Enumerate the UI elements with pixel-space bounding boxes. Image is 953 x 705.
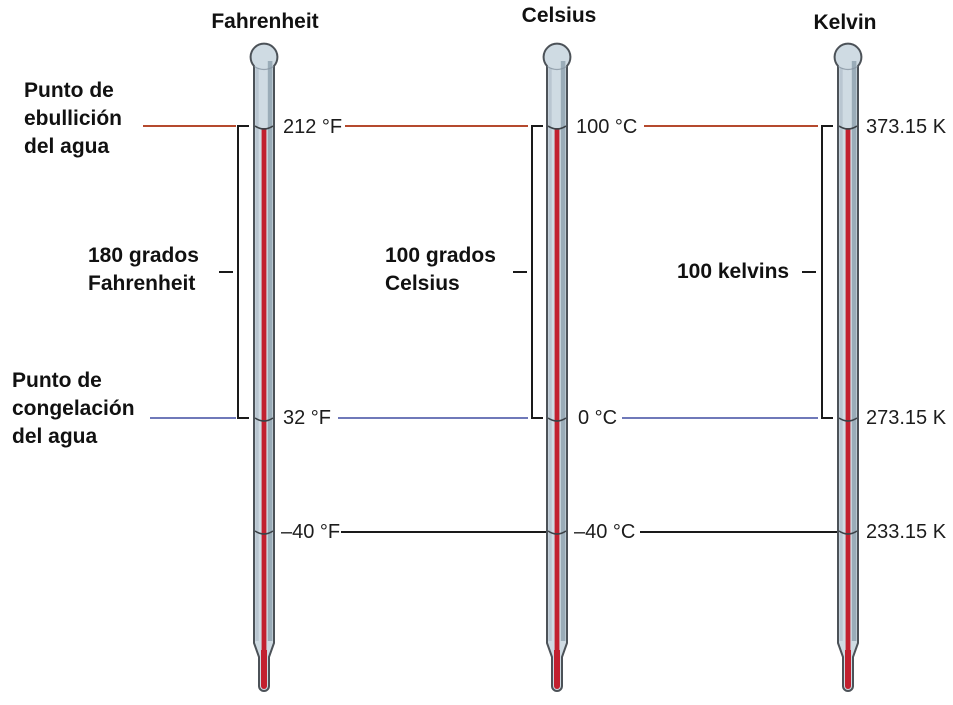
minus40-line-segment-1 xyxy=(341,531,546,533)
boiling-line-segment-1 xyxy=(143,125,236,127)
mark-celsius-boiling: 100 °C xyxy=(576,116,638,138)
span-label-kelvin: 100 kelvins xyxy=(677,260,790,283)
title-celsius: Celsius xyxy=(521,4,597,27)
mark-celsius-minus40: –40 °C xyxy=(574,521,636,543)
title-kelvin: Kelvin xyxy=(813,11,877,34)
mark-kelvin-minus40: 233.15 K xyxy=(866,521,947,543)
boiling-line-segment-3 xyxy=(644,125,818,127)
mark-fahrenheit-minus40: –40 °F xyxy=(281,521,341,543)
mark-fahrenheit-freezing: 32 °F xyxy=(283,407,332,429)
boiling-line-segment-2 xyxy=(345,125,528,127)
bracket-kelvin xyxy=(821,125,833,419)
bracket-fahrenheit xyxy=(237,125,249,419)
span-label-fahrenheit: 180 grados Fahrenheit xyxy=(88,244,199,295)
freezing-line-segment-2 xyxy=(338,417,528,419)
mark-celsius-freezing: 0 °C xyxy=(578,407,618,429)
span-label-celsius: 100 grados Celsius xyxy=(385,244,496,295)
span-dash-kelvin xyxy=(802,271,816,273)
span-dash-fahrenheit xyxy=(219,271,233,273)
boiling-point-label: Punto de ebullición del agua xyxy=(24,79,123,158)
span-dash-celsius xyxy=(513,271,527,273)
freezing-line-segment-1 xyxy=(150,417,236,419)
freezing-line-segment-3 xyxy=(622,417,818,419)
mark-kelvin-boiling: 373.15 K xyxy=(866,116,947,138)
bracket-celsius xyxy=(531,125,543,419)
mark-fahrenheit-boiling: 212 °F xyxy=(283,116,343,138)
freezing-point-label: Punto de congelación del agua xyxy=(12,369,135,448)
minus40-line-segment-2 xyxy=(640,531,837,533)
title-fahrenheit: Fahrenheit xyxy=(211,10,319,33)
mark-kelvin-freezing: 273.15 K xyxy=(866,407,947,429)
